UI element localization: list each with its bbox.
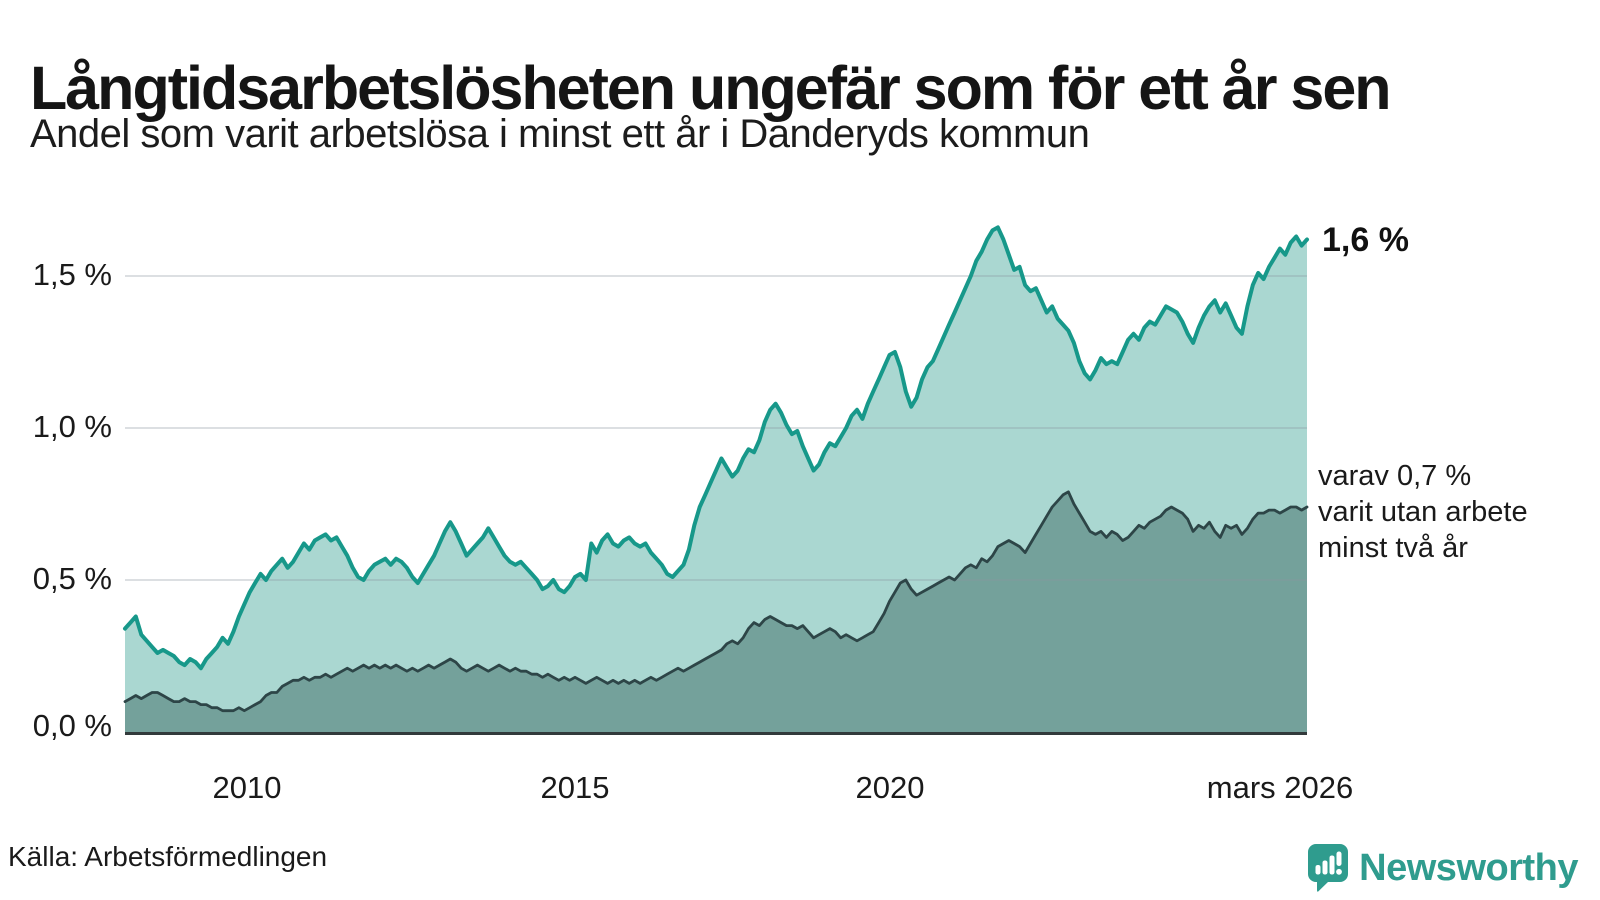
latest-value-label: 1,6 % (1322, 221, 1409, 259)
source-note: Källa: Arbetsförmedlingen (8, 841, 328, 872)
x-tick-2015: 2015 (540, 770, 610, 805)
newsworthy-wordmark: Newsworthy (1359, 846, 1578, 889)
area-unemployed-two-years (125, 491, 1307, 732)
gridlines (125, 275, 1307, 581)
y-tick-10: 1,0 % (32, 409, 112, 444)
line-unemployed-two-years (123, 490, 1309, 713)
x-tick-mars-2026: mars 2026 (1206, 770, 1354, 805)
secondary-series-annotation: varav 0,7 % varit utan arbete minst två … (1318, 458, 1528, 566)
y-tick-0: 0,0 % (32, 708, 112, 743)
secondary-annotation-line3: minst två år (1318, 532, 1468, 564)
page-subtitle: Andel som varit arbetslösa i minst ett å… (30, 112, 1090, 156)
y-tick-05: 0,5 % (32, 561, 112, 596)
newsworthy-icon (1308, 844, 1349, 892)
secondary-annotation-line1: varav 0,7 % (1318, 460, 1472, 492)
line-unemployed-one-year (123, 225, 1309, 671)
y-tick-15: 1,5 % (32, 257, 112, 292)
page-title: Långtidsarbetslösheten ungefär som för e… (30, 53, 1392, 122)
x-tick-2010: 2010 (212, 770, 282, 805)
x-tick-2020: 2020 (855, 770, 925, 805)
newsworthy-logo: Newsworthy (1307, 843, 1578, 893)
secondary-annotation-line2: varit utan arbete (1318, 496, 1528, 528)
